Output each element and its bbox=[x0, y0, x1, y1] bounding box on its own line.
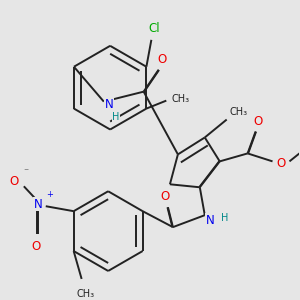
Text: S: S bbox=[161, 192, 169, 205]
Text: Cl: Cl bbox=[148, 22, 160, 35]
Text: CH₃: CH₃ bbox=[171, 94, 189, 103]
Text: H: H bbox=[221, 213, 228, 223]
Text: N: N bbox=[206, 214, 214, 227]
Text: ⁻: ⁻ bbox=[23, 167, 28, 177]
Text: O: O bbox=[9, 175, 19, 188]
Text: +: + bbox=[46, 190, 53, 199]
Text: O: O bbox=[160, 190, 170, 203]
Text: O: O bbox=[277, 157, 286, 170]
Text: O: O bbox=[31, 240, 40, 253]
Text: N: N bbox=[33, 198, 42, 211]
Text: CH₃: CH₃ bbox=[230, 106, 248, 117]
Text: N: N bbox=[104, 98, 113, 111]
Text: O: O bbox=[157, 53, 166, 66]
Text: CH₃: CH₃ bbox=[76, 289, 95, 299]
Text: H: H bbox=[112, 112, 119, 122]
Text: O: O bbox=[253, 115, 262, 128]
